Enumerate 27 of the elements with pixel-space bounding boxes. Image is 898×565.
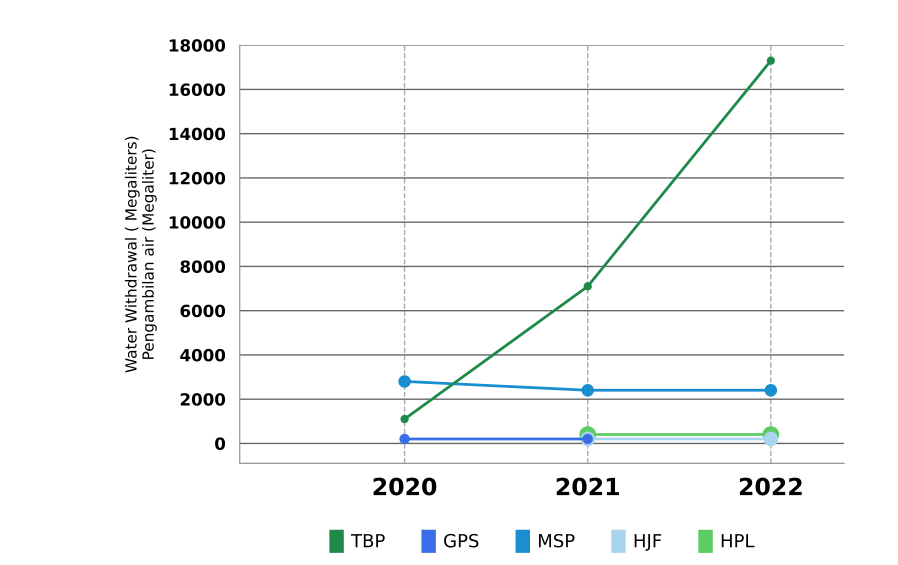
point xyxy=(398,375,411,388)
point xyxy=(581,384,594,397)
y-tick-label: 8000 xyxy=(180,260,226,273)
legend-label: TBP xyxy=(350,534,385,548)
y-tick-label: 10000 xyxy=(170,216,226,229)
legend-label: MSP xyxy=(539,534,575,548)
y-tick-label: 18000 xyxy=(170,39,226,52)
point xyxy=(400,414,409,424)
point xyxy=(399,434,410,444)
y-tick-label: 12000 xyxy=(170,172,226,184)
x-tick-label: 2020 xyxy=(374,478,436,496)
y-tick-label: 2000 xyxy=(180,393,226,406)
point xyxy=(764,384,778,397)
point xyxy=(764,432,778,446)
x-tick-label: 2021 xyxy=(556,478,619,496)
legend-label: GPS xyxy=(444,534,478,548)
y-tick-label: 0 xyxy=(215,437,226,450)
y-tick-label: 4000 xyxy=(180,348,226,362)
x-tick-label: 2022 xyxy=(740,478,802,496)
point xyxy=(584,282,592,290)
legend-label: HJF xyxy=(634,534,662,551)
y-axis-title: Water Withdrawal ( Megaliters) Pengambilan air (Megaliter) xyxy=(124,136,157,373)
y-tick-label: 16000 xyxy=(170,83,226,96)
y-tick-label: 6000 xyxy=(180,304,226,318)
y-tick-label: 14000 xyxy=(170,128,226,140)
point xyxy=(766,56,776,65)
legend-label: HPL xyxy=(722,534,754,548)
